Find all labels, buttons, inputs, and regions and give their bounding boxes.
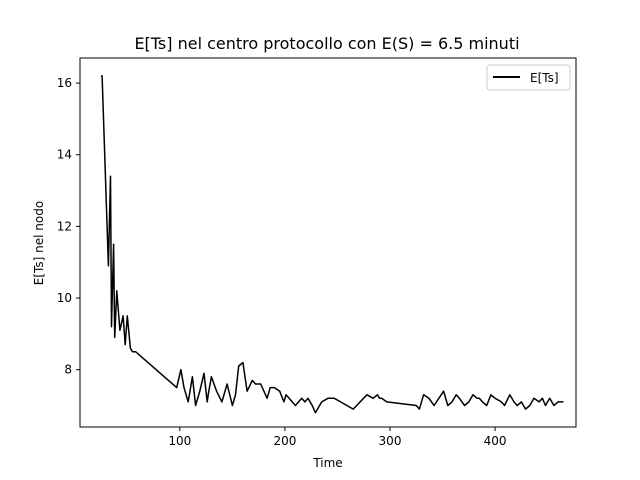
y-tick-label: 12 — [57, 219, 72, 233]
x-tick-label: 400 — [484, 434, 507, 448]
x-tick-label: 300 — [379, 434, 402, 448]
x-tick-label: 200 — [273, 434, 296, 448]
chart-title: E[Ts] nel centro protocollo con E(S) = 6… — [134, 34, 519, 53]
y-axis-label: E[Ts] nel nodo — [32, 201, 46, 285]
y-tick-label: 8 — [64, 363, 72, 377]
y-tick-label: 10 — [57, 291, 72, 305]
x-axis-label: Time — [312, 456, 342, 470]
x-tick-label: 100 — [168, 434, 191, 448]
y-axis: 8 10 12 14 16 — [57, 76, 80, 377]
y-tick-label: 14 — [57, 148, 72, 162]
legend: E[Ts] — [486, 64, 571, 91]
plot-frame — [79, 57, 577, 428]
series-layer — [101, 75, 564, 414]
x-axis: 100 200 300 400 — [168, 427, 507, 448]
series-line-ets — [101, 75, 564, 414]
legend-box — [486, 64, 571, 91]
legend-label: E[Ts] — [530, 71, 559, 85]
plot-area — [79, 57, 577, 428]
y-tick-label: 16 — [57, 76, 72, 90]
